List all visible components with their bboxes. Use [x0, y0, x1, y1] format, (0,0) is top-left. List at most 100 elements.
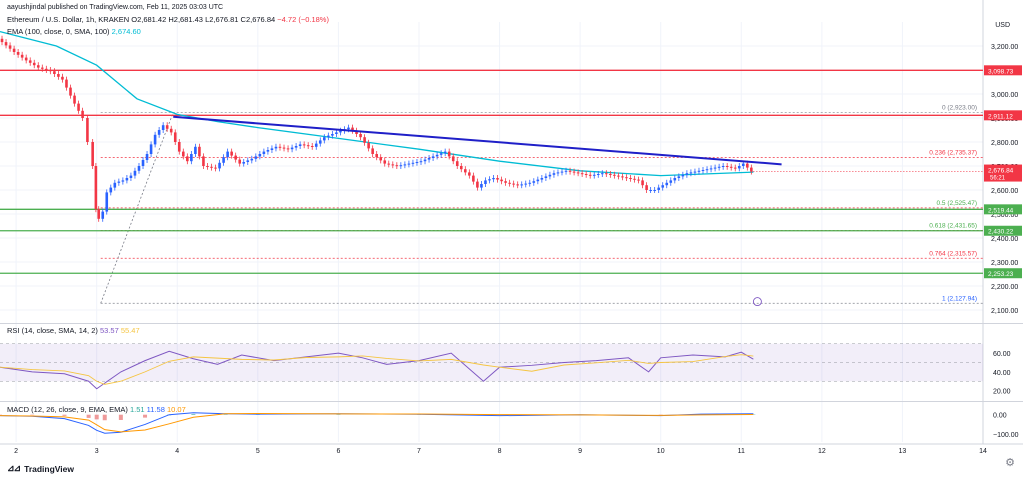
macd-hist-bar-5 [102, 414, 107, 421]
candle-body-69-2 [709, 168, 713, 170]
candle-body-66-0 [665, 182, 669, 186]
candle-body-36-0 [327, 135, 330, 138]
candle-body-8-0 [86, 118, 89, 142]
candle-body-21-1 [169, 128, 173, 133]
rsi-value: 53.57 [99, 326, 119, 335]
candle-body-67-0 [677, 176, 681, 178]
candle-body-43-2 [419, 161, 423, 163]
candle-body-49-1 [484, 180, 487, 184]
rsi-legend[interactable]: RSI (14, close, SMA, 14, 2) 53.57 55.47 [7, 326, 140, 335]
candle-body-5-2 [61, 76, 64, 80]
candle-body-45-0 [435, 154, 439, 157]
candle-body-67-2 [685, 173, 689, 175]
candle-body-72-1 [741, 163, 745, 166]
candle-body-59-1 [596, 174, 600, 175]
macd-tick-label-1: −100.00 [993, 432, 1019, 439]
candle-body-70-0 [713, 167, 717, 169]
x-tick-label-1: 3 [95, 448, 99, 455]
candle-body-1-0 [0, 38, 4, 43]
ema-value: 2,674.60 [111, 27, 141, 36]
candle-body-7-0 [77, 103, 80, 111]
tradingview-brand[interactable]: ⊿⊿ TradingView [7, 463, 74, 474]
candle-body-38-2 [359, 134, 362, 138]
candle-body-48-0 [472, 175, 475, 182]
candle-body-2-2 [24, 57, 28, 61]
x-tick-label-5: 7 [417, 448, 421, 455]
candle-body-68-1 [693, 171, 697, 173]
candle-body-39-1 [367, 142, 370, 149]
ema-label: EMA (100, close, 0, SMA, 100) [7, 27, 110, 36]
candle-body-41-1 [391, 164, 395, 166]
candle-body-40-0 [375, 154, 378, 158]
candle-body-59-2 [600, 173, 604, 175]
candle-body-55-2 [552, 173, 556, 175]
y-tick-label-7: 2,800.00 [991, 140, 1018, 147]
candle-body-27-0 [218, 162, 221, 169]
candle-body-14-1 [113, 182, 117, 188]
candle-body-38-0 [351, 127, 354, 131]
candle-body-5-0 [53, 71, 56, 74]
candle-body-72-0 [737, 166, 741, 169]
candle-body-66-1 [669, 180, 673, 183]
gear-icon[interactable]: ⚙ [1005, 457, 1015, 469]
candle-body-34-2 [310, 146, 314, 147]
candle-body-32-0 [278, 146, 282, 148]
candle-body-65-0 [657, 187, 660, 190]
y-tick-label-1: 2,200.00 [991, 284, 1018, 291]
candle-body-34-1 [306, 145, 310, 147]
candle-body-69-0 [701, 170, 705, 171]
descending-trendline [173, 115, 782, 166]
candle-body-36-1 [331, 134, 334, 136]
candle-body-68-0 [689, 172, 693, 174]
rsi-ma-value: 55.47 [120, 326, 140, 335]
candle-body-4-1 [45, 68, 48, 70]
candle-body-47-2 [468, 172, 471, 176]
x-tick-label-12: 14 [979, 448, 987, 455]
candle-body-48-1 [476, 181, 479, 188]
candle-body-71-0 [725, 166, 729, 167]
author-line: aayushjindal published on TradingView.co… [7, 4, 224, 11]
x-tick-label-2: 4 [175, 448, 179, 455]
candle-body-45-1 [439, 153, 443, 155]
candle-body-26-1 [210, 166, 213, 168]
candle-body-37-2 [347, 127, 350, 130]
candle-body-33-1 [294, 146, 298, 148]
candle-body-44-2 [431, 156, 435, 158]
ohlc-close: C2,676.84 [240, 15, 276, 24]
candle-body-55-1 [548, 174, 552, 177]
macd-hist-bar-3 [86, 414, 91, 418]
candle-body-57-1 [572, 171, 576, 173]
candle-body-4-0 [41, 67, 44, 69]
rsi-ma-line [0, 354, 754, 385]
candle-body-43-1 [415, 162, 419, 163]
candle-body-38-1 [355, 130, 358, 134]
x-tick-label-7: 9 [578, 448, 582, 455]
ema-legend[interactable]: EMA (100, close, 0, SMA, 100) 2,674.60 [7, 27, 141, 36]
candle-body-41-2 [395, 165, 399, 167]
candle-body-29-0 [242, 162, 246, 164]
y-tick-label-5: 2,600.00 [991, 188, 1018, 195]
candle-body-44-1 [427, 158, 431, 160]
candle-body-67-1 [681, 174, 685, 177]
candle-body-18-0 [141, 160, 145, 166]
level-label-4: 2,253.23 [988, 271, 1014, 278]
candle-body-54-1 [536, 179, 540, 182]
candle-body-20-1 [161, 125, 165, 130]
ohlc-low: L2,676.81 [205, 15, 239, 24]
candle-body-3-2 [36, 65, 40, 68]
macd-tick-label-0: 0.00 [993, 413, 1007, 420]
candle-body-12-0 [101, 211, 105, 219]
candle-body-62-1 [633, 178, 636, 180]
candle-body-16-0 [125, 178, 129, 181]
macd-hist-bar-2 [62, 414, 67, 416]
macd-legend[interactable]: MACD (12, 26, close, 9, EMA, EMA) 1.51 1… [7, 405, 186, 414]
x-tick-label-0: 2 [14, 448, 18, 455]
candle-body-52-0 [508, 182, 511, 184]
candle-body-46-0 [447, 151, 451, 157]
candle-body-56-1 [560, 171, 564, 173]
candle-body-53-1 [524, 183, 528, 185]
macd-hist-value: 1.51 [129, 405, 145, 414]
macd-hist-bar-9 [191, 414, 196, 415]
candle-body-18-1 [145, 154, 149, 160]
